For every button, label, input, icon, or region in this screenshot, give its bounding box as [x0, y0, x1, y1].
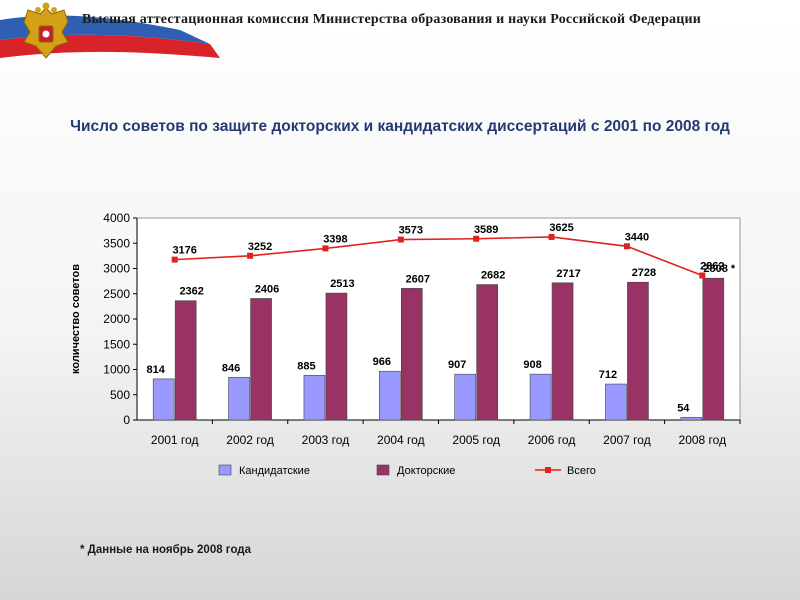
line-total-marker [397, 236, 404, 243]
bar-data-label: 885 [297, 360, 315, 372]
y-tick-label: 2000 [103, 312, 130, 326]
bar-candidate [228, 376, 250, 421]
line-total-marker [623, 243, 630, 250]
y-tick-label: 0 [123, 413, 130, 427]
bar-data-label: 908 [523, 359, 541, 371]
line-data-label: 3573 [399, 225, 423, 237]
y-tick-label: 3500 [103, 236, 130, 250]
bar-data-label: 814 [147, 364, 166, 376]
y-tick-label: 1500 [103, 337, 130, 351]
header-title: Высшая аттестационная комиссия Министерс… [82, 12, 702, 27]
line-data-label: 3398 [323, 233, 347, 245]
line-data-label: 2862 [700, 260, 724, 272]
bar-candidate [379, 370, 401, 421]
bar-data-label: 2717 [556, 268, 580, 280]
bar-data-label: 907 [448, 359, 466, 371]
bar-data-label: 2808 * [703, 263, 736, 275]
header-banner: Высшая аттестационная комиссия Министерс… [0, 0, 800, 70]
line-data-label: 3176 [172, 245, 196, 257]
bar-candidate [605, 383, 627, 421]
bar-data-label: 2607 [406, 273, 430, 285]
legend-swatch [376, 464, 390, 476]
bar-data-label: 2682 [481, 270, 505, 282]
bar-candidate [303, 375, 326, 421]
bar-candidate [152, 378, 175, 421]
bar-candidate [529, 373, 552, 421]
y-tick-label: 2500 [103, 287, 130, 301]
line-data-label: 3440 [625, 231, 649, 243]
line-total-marker [473, 235, 480, 242]
bar-data-label: 2406 [255, 283, 279, 295]
x-tick-label: 2007 год [603, 433, 651, 447]
legend-label: Докторские [397, 465, 455, 477]
x-tick-label: 2002 год [226, 433, 274, 447]
y-tick-label: 4000 [103, 211, 130, 225]
line-total-marker [548, 233, 555, 240]
y-tick-label: 1000 [103, 363, 130, 377]
x-tick-label: 2008 год [679, 433, 727, 447]
legend-label: Всего [567, 465, 596, 477]
bar-data-label: 966 [373, 356, 391, 368]
bar-data-label: 712 [599, 369, 617, 381]
bar-data-label: 2728 [632, 267, 656, 279]
legend-label: Кандидатские [239, 465, 310, 477]
line-total-marker [322, 245, 329, 252]
y-tick-label: 500 [110, 388, 130, 402]
line-total-marker [247, 252, 254, 259]
legend-swatch [218, 464, 232, 476]
x-tick-label: 2004 год [377, 433, 425, 447]
bar-doctoral [401, 288, 423, 421]
bar-doctoral [174, 300, 197, 421]
line-total-marker [699, 272, 706, 279]
bar-doctoral [551, 282, 574, 421]
y-tick-label: 3000 [103, 262, 130, 276]
page-title: Число советов по защите докторских и кан… [70, 118, 730, 135]
x-tick-label: 2003 год [302, 433, 350, 447]
line-total-marker [171, 256, 178, 263]
bar-data-label: 846 [222, 362, 240, 374]
bar-doctoral [250, 298, 272, 421]
bar-doctoral [702, 277, 725, 421]
line-data-label: 3625 [549, 222, 573, 234]
y-axis-label: количество советов [70, 264, 82, 374]
bar-doctoral [325, 292, 348, 421]
plot-area [136, 217, 741, 421]
bar-candidate [680, 416, 703, 421]
bar-candidate [454, 373, 476, 421]
bar-data-label: 54 [677, 402, 690, 414]
bar-doctoral [476, 284, 498, 421]
bar-data-label: 2362 [179, 286, 203, 298]
footnote: * Данные на ноябрь 2008 года [80, 544, 252, 556]
coat-of-arms-icon [23, 2, 69, 59]
x-tick-label: 2005 год [452, 433, 500, 447]
legend-swatch-marker [545, 467, 551, 473]
line-total [174, 236, 703, 277]
x-tick-label: 2006 год [528, 433, 576, 447]
x-tick-label: 2001 год [151, 433, 199, 447]
bar-data-label: 2513 [330, 278, 354, 290]
line-data-label: 3589 [474, 224, 498, 236]
line-data-label: 3252 [248, 241, 272, 253]
bar-doctoral [627, 281, 649, 421]
